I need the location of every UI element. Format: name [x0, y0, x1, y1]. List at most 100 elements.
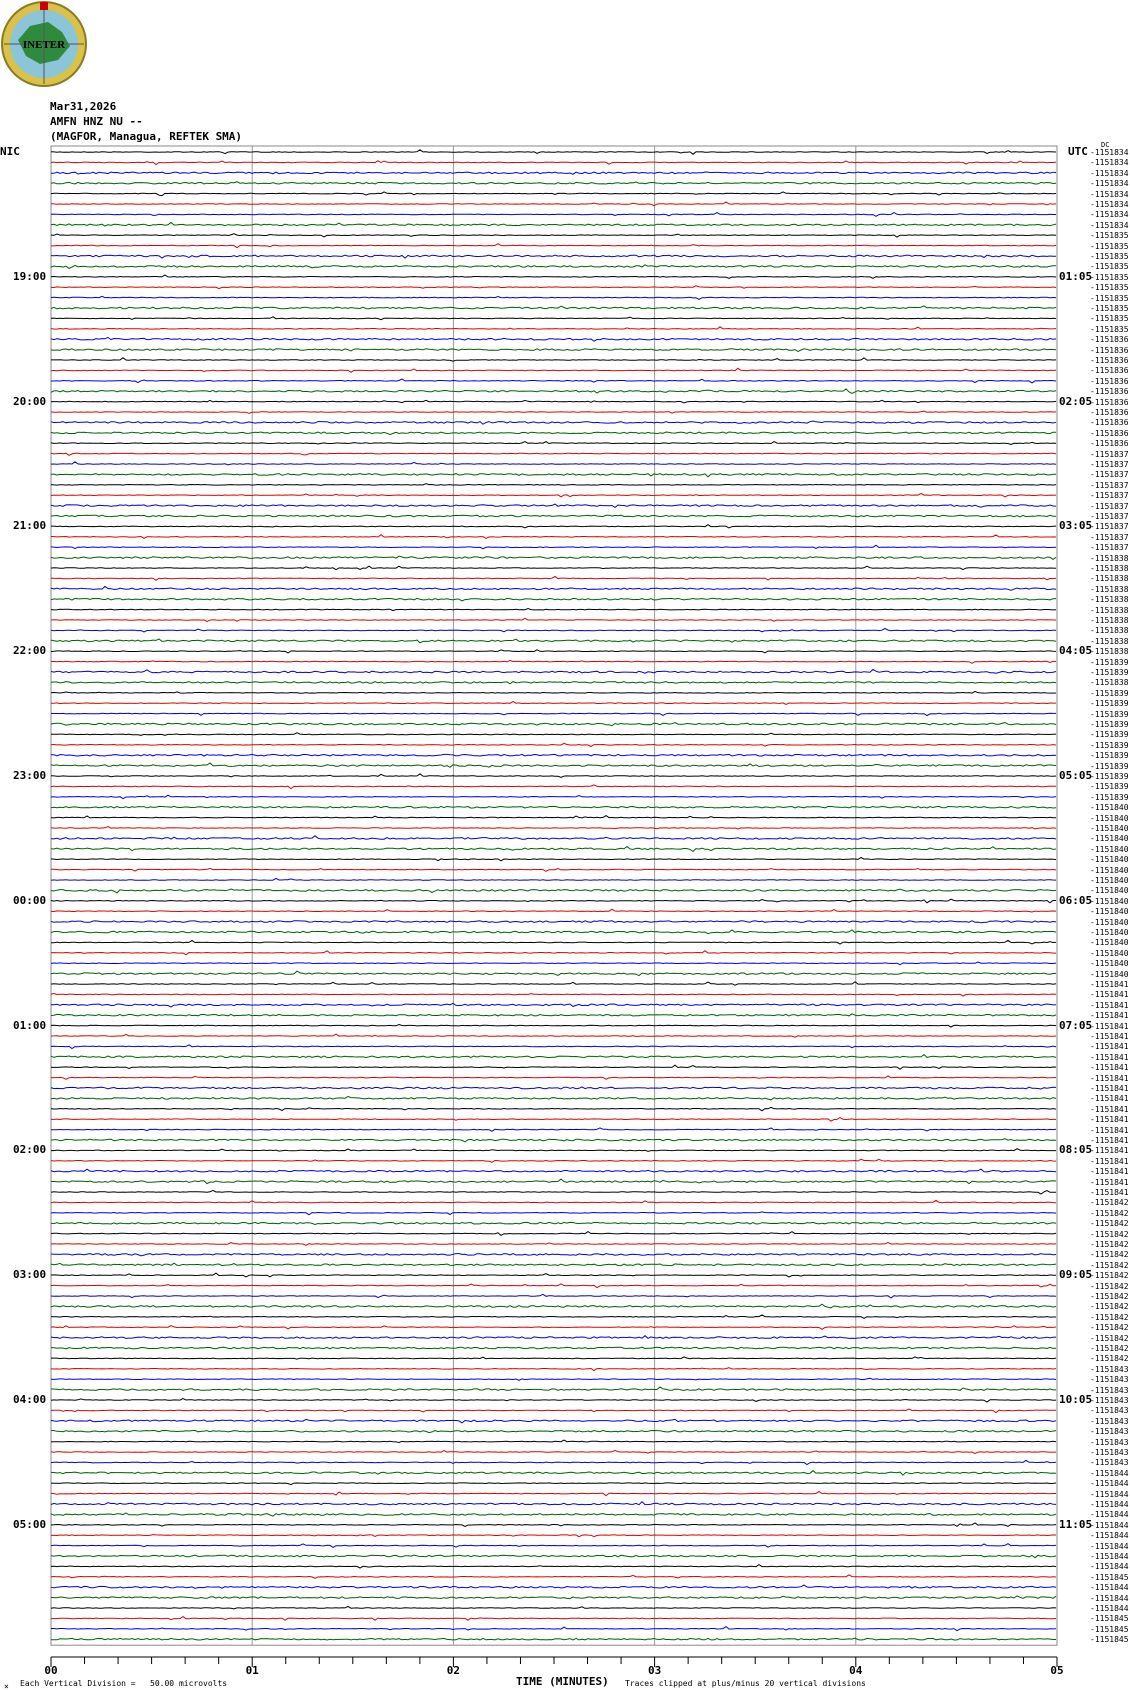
seismic-trace — [50, 649, 1057, 654]
seismic-trace — [50, 1500, 1057, 1506]
seismic-trace — [50, 1605, 1057, 1610]
trace-value-label: -1151841 — [1090, 1125, 1129, 1135]
seismic-trace — [50, 160, 1057, 166]
trace-value-label: -1151837 — [1090, 543, 1129, 553]
trace-value-label: -1151842 — [1090, 1354, 1129, 1364]
trace-value-label: -1151838 — [1090, 626, 1129, 636]
seismic-trace — [50, 1138, 1057, 1143]
trace-value-label: -1151843 — [1090, 1416, 1129, 1426]
seismic-trace — [50, 1262, 1057, 1267]
trace-value-label: -1151843 — [1090, 1375, 1129, 1385]
corner-mark: × — [4, 1682, 9, 1691]
trace-value-label: -1151835 — [1090, 272, 1129, 282]
trace-value-label: -1151839 — [1090, 709, 1129, 719]
right-hour-label: 07:05 — [1059, 1018, 1093, 1032]
trace-value-label: -1151834 — [1090, 200, 1129, 209]
seismic-trace — [50, 1429, 1057, 1434]
seismic-trace — [50, 1522, 1057, 1528]
seismic-trace — [50, 898, 1056, 904]
trace-value-label: -1151842 — [1090, 1323, 1129, 1333]
trace-value-label: -1151844 — [1090, 1531, 1129, 1541]
seismic-trace — [50, 1199, 1057, 1204]
trace-value-label: -1151845 — [1090, 1624, 1129, 1634]
seismic-trace — [50, 1086, 1057, 1090]
x-tick-label: 03 — [647, 1664, 662, 1677]
right-hour-label: 05:05 — [1059, 769, 1093, 782]
seismic-trace — [50, 285, 1057, 290]
trace-value-label: -1151842 — [1090, 1198, 1129, 1208]
trace-value-label: -1151843 — [1090, 1458, 1129, 1468]
seismic-trace — [50, 981, 1057, 986]
trace-value-label: -1151840 — [1090, 938, 1129, 948]
right-hour-label: 01:05 — [1059, 269, 1093, 283]
seismic-trace — [50, 1439, 1057, 1444]
trace-value-label: -1151840 — [1090, 917, 1129, 927]
channel-label: AMFN HNZ NU -- — [50, 115, 143, 128]
trace-value-label: -1151841 — [1090, 1032, 1129, 1041]
seismic-trace — [50, 336, 1057, 342]
trace-value-label: -1151836 — [1090, 345, 1129, 355]
trace-value-label: -1151835 — [1090, 304, 1129, 313]
left-hour-label: 04:00 — [13, 1393, 47, 1406]
trace-value-label: -1151840 — [1090, 969, 1129, 979]
trace-value-label: -1151841 — [1090, 1021, 1129, 1031]
seismic-trace — [50, 1075, 1057, 1080]
trace-value-label: -1151837 — [1090, 532, 1129, 542]
seismic-trace — [50, 638, 1057, 644]
right-hour-label: 08:05 — [1059, 1143, 1093, 1157]
trace-value-label: -1151835 — [1090, 293, 1129, 303]
seismic-trace — [50, 773, 1057, 778]
seismic-trace — [50, 607, 1057, 612]
seismic-trace — [50, 929, 1057, 935]
trace-value-label: -1151839 — [1090, 699, 1129, 709]
seismic-trace — [50, 1534, 1057, 1538]
trace-value-label: -1151842 — [1090, 1333, 1129, 1343]
trace-value-label: -1151834 — [1090, 158, 1129, 168]
trace-value-label: -1151836 — [1090, 335, 1129, 345]
x-tick-label: 01 — [245, 1664, 259, 1677]
seismic-trace — [50, 970, 1057, 977]
seismic-trace — [50, 544, 1057, 550]
seismic-trace — [50, 1095, 1057, 1101]
seismic-trace — [51, 659, 1057, 664]
x-tick-label: 02 — [446, 1664, 461, 1677]
trace-value-label: -1151839 — [1090, 782, 1129, 792]
seismic-trace — [50, 888, 1057, 894]
seismic-trace — [50, 1158, 1057, 1163]
trace-value-label: -1151836 — [1090, 387, 1129, 397]
trace-value-label: -1151843 — [1090, 1385, 1129, 1395]
seismic-trace — [50, 1574, 1057, 1579]
trace-value-label: -1151838 — [1090, 678, 1129, 688]
seismic-trace — [50, 1053, 1057, 1059]
seismic-trace — [50, 826, 1057, 830]
seismic-trace — [50, 1563, 1057, 1569]
seismic-trace — [51, 1178, 1057, 1185]
seismic-trace — [50, 326, 1057, 330]
left-hour-label: 20:00 — [13, 394, 47, 408]
seismic-trace — [50, 565, 1057, 571]
trace-value-label: -1151838 — [1090, 553, 1129, 563]
seismic-trace — [50, 908, 1057, 913]
trace-value-label: -1151840 — [1090, 948, 1129, 958]
seismic-trace — [50, 233, 1057, 238]
seismic-trace — [50, 221, 1057, 227]
seismic-trace — [50, 794, 1057, 800]
trace-value-label: -1151844 — [1090, 1468, 1129, 1478]
seismic-trace — [50, 1127, 1057, 1132]
trace-value-label: -1151844 — [1090, 1489, 1129, 1499]
seismic-trace — [50, 1459, 1057, 1466]
right-hour-label: 11:05 — [1059, 1517, 1093, 1531]
seismic-trace — [50, 1293, 1057, 1299]
left-hour-label: 23:00 — [13, 769, 47, 782]
x-tick-label: 05 — [1050, 1664, 1064, 1677]
seismic-trace — [50, 1044, 1057, 1050]
x-axis-label: TIME (MINUTES) — [516, 1675, 609, 1688]
trace-value-label: -1151841 — [1090, 1011, 1129, 1021]
svg-text:INETER: INETER — [23, 39, 66, 51]
seismic-trace — [50, 617, 1057, 623]
trace-value-label: -1151838 — [1090, 564, 1129, 573]
trace-value-label: -1151843 — [1090, 1364, 1129, 1374]
seismic-trace — [51, 867, 1057, 872]
trace-value-label: -1151840 — [1090, 886, 1129, 896]
seismic-trace — [50, 1481, 1057, 1486]
